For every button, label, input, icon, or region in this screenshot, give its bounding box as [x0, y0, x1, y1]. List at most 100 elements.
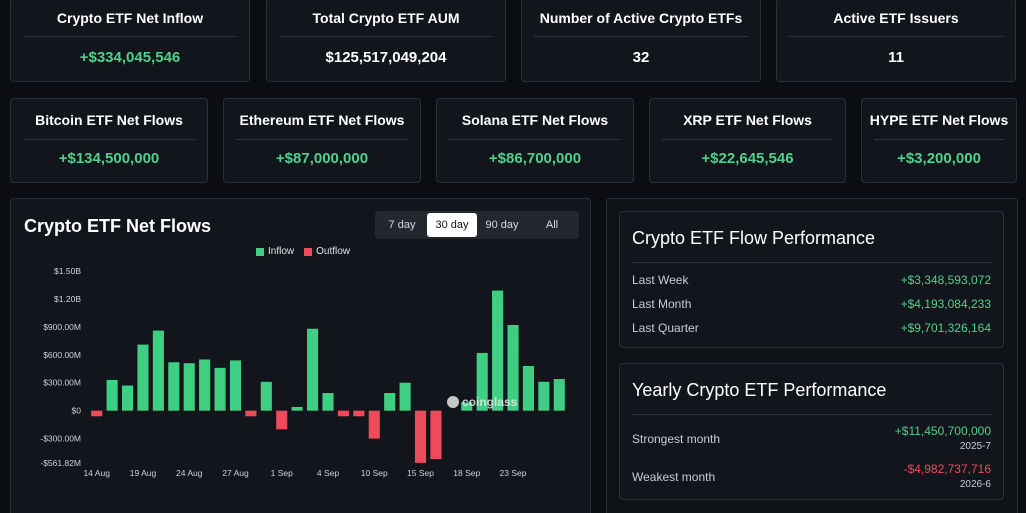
tab-all[interactable]: All: [545, 219, 559, 231]
flow-bar[interactable]: [229, 360, 242, 411]
divider: [449, 139, 621, 140]
flow-bar[interactable]: [414, 410, 427, 463]
x-tick-label: 1 Sep: [271, 468, 293, 478]
stat-value: +$3,200,000: [897, 150, 981, 167]
flow-bar[interactable]: [91, 410, 103, 417]
x-tick-label: 19 Aug: [130, 468, 157, 478]
divider: [662, 139, 833, 140]
stat-value: +$22,645,546: [701, 150, 794, 167]
stat-value: +$134,500,000: [58, 150, 160, 167]
coinglass-logo-icon: [447, 396, 459, 408]
divider: [23, 139, 195, 140]
tab-30-day[interactable]: 30 day: [427, 213, 477, 237]
y-tick-label: $1.50B: [54, 266, 81, 276]
x-tick-label: 14 Aug: [83, 468, 110, 478]
strongest-month-value: +$11,450,700,000: [894, 424, 991, 438]
flow-bar[interactable]: [322, 392, 334, 411]
flow-bar[interactable]: [199, 359, 211, 411]
flow-bar[interactable]: [307, 328, 319, 411]
divider: [632, 414, 991, 415]
flow-bar[interactable]: [538, 381, 550, 411]
flow-bar[interactable]: [430, 410, 442, 460]
net-inflow-card: Crypto ETF Net Inflow +$334,045,546: [10, 0, 250, 82]
flow-bar[interactable]: [522, 365, 534, 411]
flow-bar[interactable]: [276, 410, 288, 430]
tab-90-day[interactable]: 90 day: [485, 219, 519, 231]
divider: [23, 36, 237, 37]
hype-flows-card: HYPE ETF Net Flows +$3,200,000: [861, 98, 1017, 183]
total-aum-card: Total Crypto ETF AUM $125,517,049,204: [266, 0, 506, 82]
last-quarter-value: +$9,701,326,164: [900, 321, 991, 335]
weakest-month-label: Weakest month: [632, 470, 716, 484]
last-week-value: +$3,348,593,072: [900, 273, 991, 287]
flow-performance-title: Crypto ETF Flow Performance: [632, 228, 876, 248]
divider: [236, 139, 408, 140]
flow-bar[interactable]: [183, 363, 195, 411]
stat-label: Ethereum ETF Net Flows: [239, 112, 405, 128]
stat-label: Solana ETF Net Flows: [461, 112, 609, 128]
stat-value: +$334,045,546: [79, 49, 181, 66]
flow-bar[interactable]: [337, 410, 349, 417]
flow-bar[interactable]: [122, 385, 134, 411]
yearly-performance-card: Yearly Crypto ETF Performance Strongest …: [619, 363, 1004, 500]
stat-label: Total Crypto ETF AUM: [312, 10, 460, 26]
x-tick-label: 15 Sep: [407, 468, 434, 478]
y-tick-label: -$561.82M: [40, 458, 81, 468]
y-tick-label: $600.00M: [43, 350, 81, 360]
flow-bar[interactable]: [368, 410, 380, 439]
xrp-flows-card: XRP ETF Net Flows +$22,645,546: [649, 98, 846, 183]
flow-bar[interactable]: [152, 330, 164, 411]
y-tick-label: $0: [72, 406, 82, 416]
flow-bar[interactable]: [137, 344, 149, 411]
divider: [632, 262, 991, 263]
outflow-swatch: [304, 247, 313, 256]
solana-flows-card: Solana ETF Net Flows +$86,700,000: [436, 98, 634, 183]
flow-bar[interactable]: [168, 362, 180, 411]
stat-label: XRP ETF Net Flows: [683, 112, 812, 128]
tab-7-day[interactable]: 7 day: [388, 219, 416, 231]
stat-label: Bitcoin ETF Net Flows: [35, 112, 183, 128]
strongest-month-label: Strongest month: [632, 432, 721, 446]
flow-bar[interactable]: [507, 325, 519, 411]
flow-bar[interactable]: [553, 379, 565, 411]
last-month-label: Last Month: [632, 297, 692, 311]
flow-bar[interactable]: [384, 392, 396, 411]
flow-bar[interactable]: [353, 410, 365, 417]
last-week-label: Last Week: [632, 273, 689, 287]
flow-bar[interactable]: [291, 406, 303, 411]
net-flows-bar-chart: $1.50B $1.20B $900.00M $600.00M $300.00M $0 -$…: [40, 266, 565, 478]
flow-bar[interactable]: [245, 410, 257, 417]
active-etfs-card: Number of Active Crypto ETFs 32: [521, 0, 761, 82]
legend-outflow[interactable]: Outflow: [304, 246, 350, 257]
stat-value: +$87,000,000: [275, 150, 369, 167]
flow-bar[interactable]: [214, 367, 226, 411]
x-tick-label: 18 Sep: [453, 468, 480, 478]
divider: [279, 36, 493, 37]
divider: [789, 36, 1003, 37]
weakest-month-value: -$4,982,737,716: [903, 462, 991, 476]
last-month-value: +$4,193,084,233: [900, 297, 991, 311]
stat-value: 32: [632, 49, 650, 66]
last-quarter-label: Last Quarter: [632, 321, 699, 335]
y-tick-label: $300.00M: [43, 378, 81, 388]
stat-label: HYPE ETF Net Flows: [869, 112, 1009, 128]
flow-bar[interactable]: [476, 352, 488, 411]
flow-bar[interactable]: [260, 381, 272, 411]
x-tick-label: 24 Aug: [176, 468, 203, 478]
divider: [534, 36, 748, 37]
weakest-month-date: 2026-6: [959, 479, 991, 490]
stat-label: Active ETF Issuers: [833, 10, 959, 26]
flow-bar[interactable]: [399, 382, 411, 411]
flow-bar[interactable]: [461, 402, 473, 411]
legend-inflow[interactable]: Inflow: [256, 246, 294, 257]
bitcoin-flows-card: Bitcoin ETF Net Flows +$134,500,000: [10, 98, 208, 183]
y-tick-label: $1.20B: [54, 294, 81, 304]
stat-label: Number of Active Crypto ETFs: [539, 10, 743, 26]
flow-bar[interactable]: [492, 290, 504, 411]
x-tick-label: 23 Sep: [500, 468, 527, 478]
flow-performance-card: Crypto ETF Flow Performance Last Week +$…: [619, 211, 1004, 348]
range-tabs: 7 day 30 day 90 day All: [375, 211, 579, 239]
flow-bar[interactable]: [106, 379, 118, 411]
yearly-performance-title: Yearly Crypto ETF Performance: [632, 380, 887, 400]
legend-outflow-label: Outflow: [316, 246, 351, 257]
